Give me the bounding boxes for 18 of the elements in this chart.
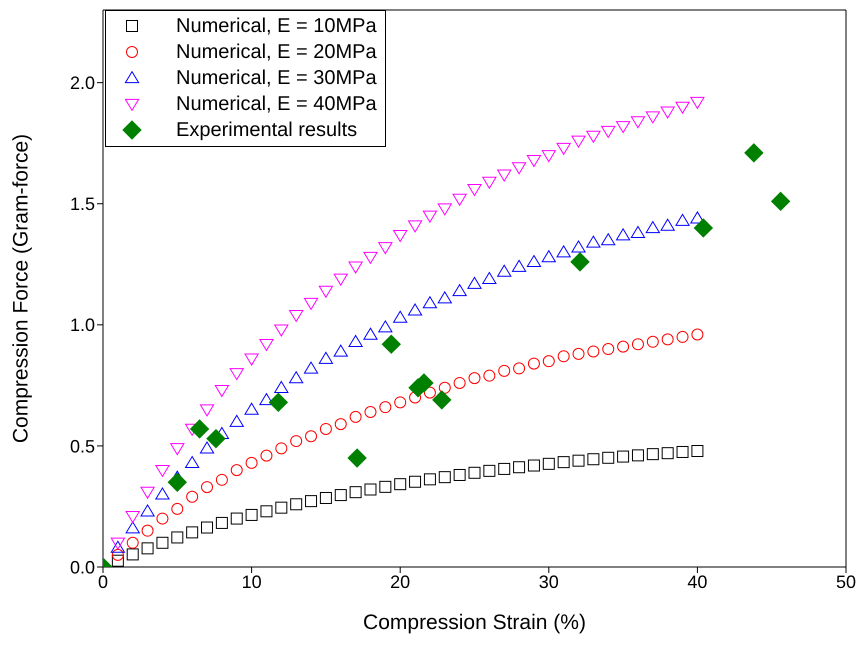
x-tick-label: 30 xyxy=(538,572,559,592)
y-tick-label: 1.5 xyxy=(70,194,95,214)
legend-label: Numerical, E = 10MPa xyxy=(176,14,377,38)
legend-label: Numerical, E = 40MPa xyxy=(176,92,377,116)
x-axis-title: Compression Strain (%) xyxy=(363,611,586,634)
y-tick-label: 0.0 xyxy=(70,557,95,578)
legend-label: Numerical, E = 30MPa xyxy=(176,66,377,90)
x-tick-label: 50 xyxy=(836,572,856,592)
y-axis-title: Compression Force (Gram-force) xyxy=(9,134,32,444)
x-tick-label: 40 xyxy=(687,572,708,592)
x-tick-label: 10 xyxy=(242,572,262,592)
y-tick-label: 1.0 xyxy=(70,315,95,336)
x-tick-label: 0 xyxy=(98,572,108,592)
legend-label: Numerical, E = 20MPa xyxy=(176,40,377,64)
x-tick-label: 20 xyxy=(390,572,410,592)
legend-label: Experimental results xyxy=(176,118,358,142)
y-tick-label: 2.0 xyxy=(70,73,95,94)
y-tick-label: 0.5 xyxy=(70,436,95,456)
